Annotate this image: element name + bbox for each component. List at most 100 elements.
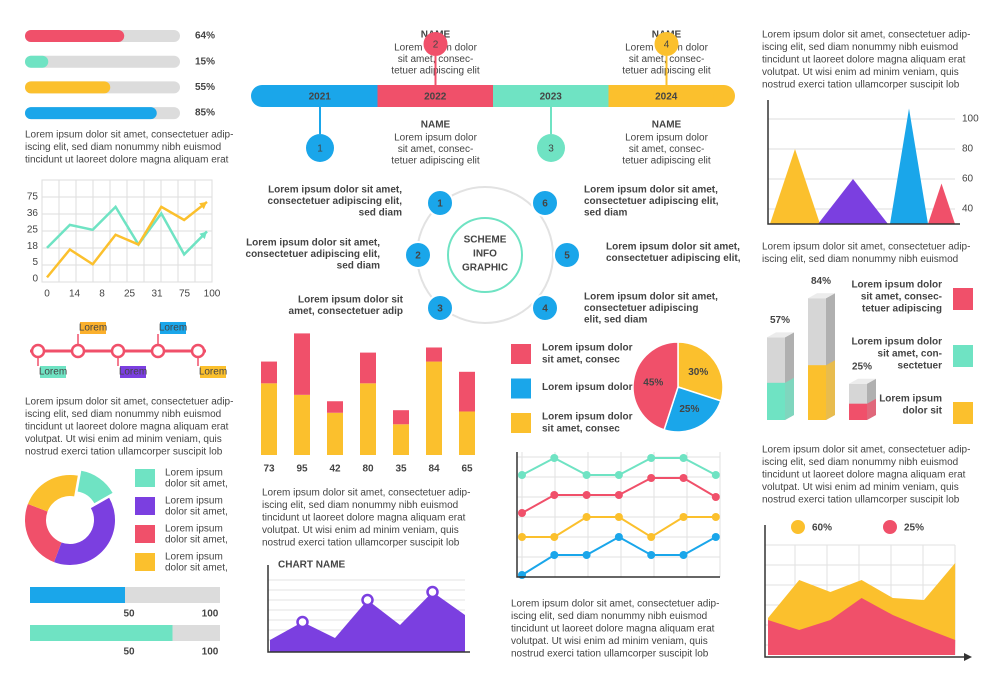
node-label: 3 bbox=[437, 304, 443, 315]
legend-swatch bbox=[511, 344, 531, 364]
node-text: Lorem ipsum dolor sit amet, bbox=[268, 185, 402, 196]
chart-title: CHART NAME bbox=[278, 560, 346, 571]
point bbox=[711, 471, 720, 479]
donut-segment bbox=[77, 470, 113, 504]
point bbox=[518, 533, 526, 541]
bar-tick-label: 50 bbox=[123, 609, 135, 620]
point bbox=[614, 491, 623, 499]
paragraph-line: Lorem ipsum dolor sit amet, consectetuer… bbox=[262, 488, 470, 499]
timeline-dot bbox=[190, 343, 206, 359]
x-tick-label: 8 bbox=[99, 289, 105, 300]
year-segment bbox=[262, 85, 378, 107]
legend-text: dolor sit amet, bbox=[165, 535, 228, 546]
scheme-node bbox=[426, 189, 454, 217]
pin-label: 4 bbox=[664, 40, 670, 51]
pie-slice bbox=[632, 341, 679, 431]
y-tick-label: 80 bbox=[962, 144, 974, 155]
scheme-node bbox=[404, 241, 432, 269]
tag bbox=[200, 366, 226, 378]
paragraph-line: Lorem ipsum dolor sit amet, consectetuer… bbox=[511, 599, 719, 610]
stacked-bar bbox=[294, 394, 310, 455]
bar-tick-label: 50 bbox=[123, 647, 135, 658]
paragraph-line: tincidunt ut laoreet dolore magna aliqua… bbox=[762, 470, 966, 481]
legend-dot bbox=[883, 520, 897, 534]
x-tick-label: 14 bbox=[69, 289, 81, 300]
paragraph-line: nostrud exerci tation ullamcorper suscip… bbox=[262, 538, 460, 549]
bar-label: 84% bbox=[811, 276, 831, 287]
pie-slice bbox=[677, 341, 724, 402]
bar-top bbox=[767, 332, 794, 338]
bar-total: 35 bbox=[395, 464, 407, 475]
tag-label: Lorem bbox=[39, 367, 67, 378]
legend-swatch bbox=[953, 402, 973, 424]
node-text: sed diam bbox=[584, 208, 627, 219]
y-tick-label: 25 bbox=[27, 224, 39, 235]
legend-text: Lorem ipsum dolor bbox=[542, 412, 633, 423]
series-line bbox=[46, 204, 208, 257]
bar-top bbox=[808, 293, 835, 299]
axis bbox=[764, 525, 968, 658]
legend-swatch bbox=[511, 413, 531, 433]
point bbox=[647, 474, 656, 482]
bar-fill-side bbox=[785, 377, 794, 420]
tag bbox=[120, 366, 146, 378]
stacked-bar bbox=[360, 352, 376, 384]
bar bbox=[30, 587, 125, 603]
paragraph-line: Lorem ipsum dolor sit amet, consectetuer… bbox=[25, 397, 233, 408]
bar-fill bbox=[849, 403, 867, 420]
point bbox=[550, 491, 559, 499]
axis bbox=[767, 100, 960, 225]
y-tick-label: 5 bbox=[32, 257, 38, 268]
legend-label: 60% bbox=[812, 523, 832, 534]
legend-text: Lorem ipsum dolor bbox=[542, 343, 633, 354]
node-label: 1 bbox=[437, 199, 443, 210]
year-label: 2023 bbox=[540, 92, 563, 103]
timeline-dot bbox=[110, 343, 126, 359]
label: 64% bbox=[195, 31, 215, 42]
bar-total: 95 bbox=[296, 464, 308, 475]
stacked-bar bbox=[261, 383, 277, 455]
center-ring bbox=[447, 217, 523, 293]
paragraph-line: tincidunt ut laoreet dolore magna aliqua… bbox=[762, 55, 966, 66]
name-title: NAME bbox=[652, 120, 682, 131]
legend-text: dolor sit bbox=[903, 406, 943, 417]
y-tick-label: 40 bbox=[962, 204, 974, 215]
legend-text: sectetuer bbox=[898, 361, 943, 372]
arrow-head bbox=[199, 231, 207, 240]
stacked-bar bbox=[426, 347, 442, 362]
point bbox=[679, 454, 688, 462]
node-text: Lorem ipsum dolor sit amet, bbox=[606, 242, 740, 253]
point bbox=[679, 551, 688, 559]
paragraph-line: nostrud exerci tation ullamcorper suscip… bbox=[762, 495, 960, 506]
name-title: NAME bbox=[421, 120, 451, 131]
paragraph-line: volutpat. Ut wisi enim ad minim veniam, … bbox=[762, 67, 959, 78]
node-label: 5 bbox=[564, 251, 570, 262]
scheme-title: INFO bbox=[473, 249, 497, 260]
bar-total: 65 bbox=[461, 464, 473, 475]
paragraph-line: iscing elit, sed diam nonummy nibh euism… bbox=[262, 500, 458, 511]
x-tick-label: 0 bbox=[44, 289, 50, 300]
arrow-head bbox=[964, 653, 972, 661]
point bbox=[518, 471, 526, 479]
node-text: sed diam bbox=[337, 261, 380, 272]
name-text: tetuer adipiscing elit bbox=[622, 156, 711, 167]
legend-text: Lorem ipsum bbox=[165, 524, 223, 535]
paragraph-line: iscing elit, sed diam nonummy nibh euism… bbox=[25, 142, 221, 153]
pin bbox=[537, 134, 565, 162]
scheme-node bbox=[426, 294, 454, 322]
paragraph-line: volutpat. Ut wisi enim ad minim veniam, … bbox=[511, 636, 708, 647]
area-marker bbox=[296, 615, 309, 629]
stacked-bar bbox=[393, 410, 409, 425]
x-tick-label: 100 bbox=[204, 289, 221, 300]
node-label: 4 bbox=[542, 304, 548, 315]
scheme-node bbox=[531, 294, 559, 322]
pie-slice bbox=[663, 386, 722, 433]
bar-top bbox=[849, 378, 876, 384]
node-text: consectetuer adipiscing elit, bbox=[584, 196, 719, 207]
bar-fill bbox=[767, 382, 785, 420]
point bbox=[614, 533, 623, 541]
point bbox=[582, 491, 591, 499]
legend-text: dolor sit amet, bbox=[165, 507, 228, 518]
legend-swatch bbox=[135, 469, 155, 487]
pie-label: 45% bbox=[643, 378, 663, 389]
